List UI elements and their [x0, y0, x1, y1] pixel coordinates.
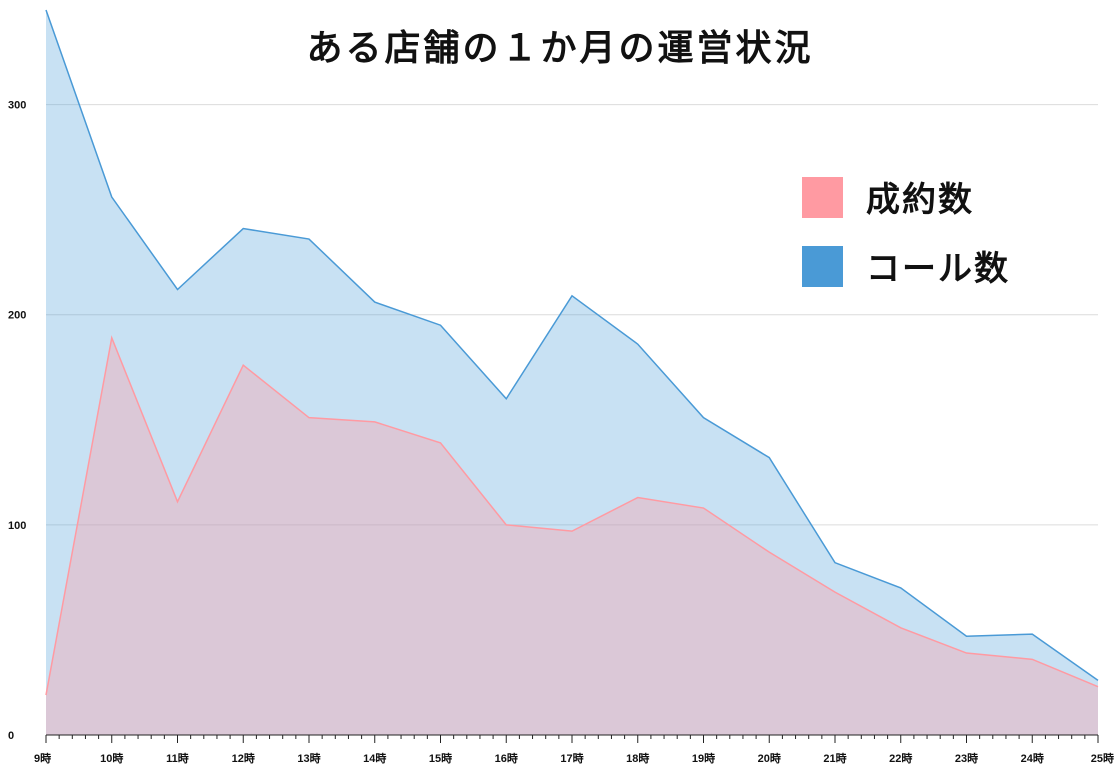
- y-axis-tick-labels: 0 100 200 300: [8, 100, 26, 742]
- series-area-0: [46, 10, 1098, 735]
- x-axis-tick-labels: 9時 10時 11時 12時 13時 14時 15時 16時 17時 18時 19時 20時 21時 22…: [34, 751, 1114, 765]
- y-tick-label-0: 0: [8, 730, 14, 742]
- x-tick-label: 24時: [1021, 751, 1044, 765]
- x-tick-label: 25時: [1091, 751, 1114, 765]
- series-line-1: [45, 335, 1099, 696]
- x-tick-label: 20時: [758, 751, 781, 765]
- series-area-1: [46, 337, 1098, 735]
- x-tick-label: 21時: [823, 751, 846, 765]
- axes: [45, 734, 1099, 743]
- x-tick-label: 23時: [955, 751, 978, 765]
- y-tick-label-300: 300: [8, 100, 26, 112]
- x-tick-label: 13時: [297, 751, 320, 765]
- x-tick-label: 18時: [626, 751, 649, 765]
- y-tick-label-100: 100: [8, 520, 26, 532]
- x-tick-label: 19時: [692, 751, 715, 765]
- x-tick-label: 22時: [889, 751, 912, 765]
- series-line-0: [45, 9, 1099, 681]
- x-tick-label: 15時: [429, 751, 452, 765]
- legend-label-1: コール数: [866, 249, 1010, 289]
- x-tick-label: 14時: [363, 751, 386, 765]
- chart-title: ある店舗の１か月の運営状況: [306, 28, 813, 69]
- x-tick-label: 16時: [495, 751, 518, 765]
- legend-swatch-1: [802, 246, 843, 287]
- x-tick-label: 11時: [166, 751, 189, 765]
- gridlines: [46, 104, 1098, 526]
- x-tick-label: 17時: [560, 751, 583, 765]
- y-tick-label-200: 200: [8, 310, 26, 322]
- legend-label-0: 成約数: [866, 180, 974, 220]
- x-tick-label: 12時: [232, 751, 255, 765]
- x-tick-label: 10時: [100, 751, 123, 765]
- x-tick-label: 9時: [34, 751, 51, 765]
- series-areas: [45, 9, 1099, 735]
- legend-swatch-0: [802, 177, 843, 218]
